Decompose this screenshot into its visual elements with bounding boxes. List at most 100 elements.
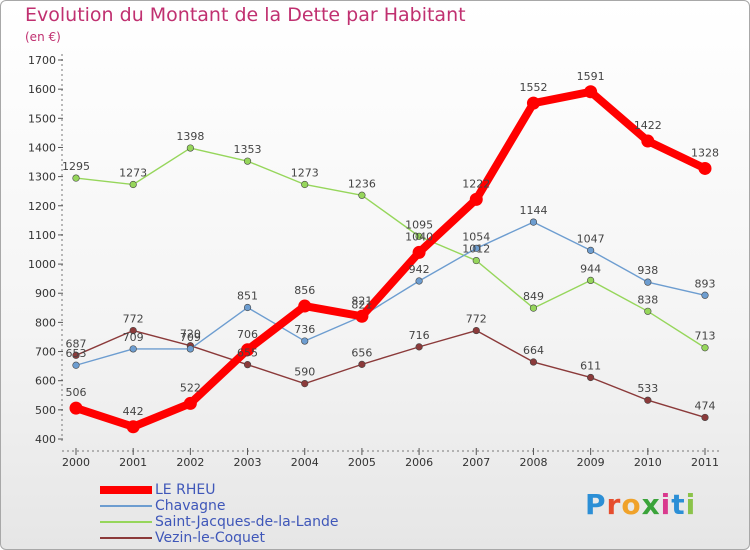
chart-subtitle: (en €) <box>25 30 61 44</box>
data-label: 1398 <box>176 130 204 143</box>
x-tick-label: 2010 <box>634 456 662 469</box>
data-label: 1591 <box>577 70 605 83</box>
data-label: 1054 <box>462 230 490 243</box>
data-point <box>129 180 137 189</box>
data-point <box>587 276 595 285</box>
data-label: 1295 <box>62 160 90 173</box>
data-label: 821 <box>351 294 372 307</box>
data-label: 706 <box>237 328 258 341</box>
data-label: 709 <box>123 331 144 344</box>
data-point <box>69 401 83 415</box>
data-point <box>698 161 712 175</box>
y-tick-label: 900 <box>35 287 56 300</box>
data-point <box>301 380 309 388</box>
y-tick-label: 700 <box>35 346 56 359</box>
x-tick-label: 2009 <box>577 456 605 469</box>
legend-swatch <box>100 505 152 507</box>
y-tick-label: 800 <box>35 316 56 329</box>
y-tick-label: 500 <box>35 404 56 417</box>
data-point <box>129 345 137 353</box>
series-line-chavagne <box>75 221 706 366</box>
data-point <box>241 343 255 357</box>
data-label: 506 <box>66 386 87 399</box>
series-line-le-rheu <box>72 87 709 431</box>
data-label: 664 <box>523 344 544 357</box>
data-point <box>72 174 80 182</box>
data-label: 893 <box>695 277 716 290</box>
legend-swatch <box>100 521 152 523</box>
data-point <box>126 420 140 434</box>
y-tick-label: 1300 <box>28 171 56 184</box>
x-tick-label: 2000 <box>62 456 90 469</box>
data-label: 653 <box>66 347 87 360</box>
x-tick-label: 2008 <box>519 456 547 469</box>
legend-label: Saint-Jacques-de-la-Lande <box>155 514 339 530</box>
logo-letter: r <box>606 488 622 521</box>
x-tick-label: 2002 <box>176 456 204 469</box>
data-label: 1273 <box>119 166 147 179</box>
data-point <box>641 134 655 148</box>
logo-letter: o <box>621 488 642 521</box>
x-tick-label: 2004 <box>291 456 319 469</box>
data-point <box>526 96 540 110</box>
data-label: 533 <box>637 382 658 395</box>
data-point <box>701 344 709 352</box>
data-point <box>472 326 480 335</box>
data-label: 522 <box>180 381 201 394</box>
data-point <box>587 246 595 254</box>
data-label: 851 <box>237 290 258 303</box>
x-tick-label: 2001 <box>119 456 147 469</box>
data-point <box>415 277 423 285</box>
data-label: 716 <box>409 329 430 342</box>
data-point <box>472 244 480 252</box>
data-point <box>415 343 423 351</box>
data-point <box>472 256 480 265</box>
y-tick-label: 1700 <box>28 54 56 67</box>
data-point <box>529 358 538 366</box>
data-label: 944 <box>580 262 601 275</box>
data-label: 736 <box>294 323 315 336</box>
data-label: 1047 <box>577 232 605 245</box>
series-line-vezin-le-coquet <box>75 329 706 419</box>
y-tick-label: 600 <box>35 375 56 388</box>
data-label: 1236 <box>348 177 376 190</box>
data-point <box>469 192 483 206</box>
data-label: 1144 <box>519 204 547 217</box>
data-label: 709 <box>180 331 201 344</box>
series-points <box>69 85 712 434</box>
legend-swatch <box>100 486 152 494</box>
data-point <box>701 291 709 299</box>
data-label: 720 <box>180 328 201 341</box>
data-point <box>412 245 426 259</box>
data-label: 590 <box>294 366 315 379</box>
logo-letter: P <box>585 488 607 521</box>
data-point <box>529 304 538 312</box>
data-point <box>186 144 194 152</box>
data-label: 1012 <box>462 243 490 256</box>
y-tick-label: 1600 <box>28 83 56 96</box>
logo-letter: t <box>671 488 686 521</box>
data-point <box>644 396 652 404</box>
data-label: 1222 <box>462 177 490 190</box>
data-label: 656 <box>351 346 372 359</box>
y-tick-label: 1500 <box>28 112 56 125</box>
data-point <box>129 326 137 335</box>
data-point <box>529 218 538 226</box>
y-tick-label: 1200 <box>28 200 56 213</box>
data-point <box>298 299 312 313</box>
data-label: 474 <box>695 399 716 412</box>
x-tick-label: 2007 <box>462 456 490 469</box>
data-label: 442 <box>123 405 144 418</box>
y-tick-label: 1000 <box>28 258 56 271</box>
x-tick-label: 2011 <box>691 456 719 469</box>
data-point <box>243 361 252 369</box>
data-label: 1353 <box>234 143 262 156</box>
data-point <box>644 307 652 315</box>
data-point <box>243 157 252 165</box>
legend-swatch <box>100 537 152 539</box>
data-point <box>358 191 366 199</box>
data-point <box>701 413 709 422</box>
data-point <box>644 278 652 286</box>
y-tick-label: 400 <box>35 433 56 446</box>
